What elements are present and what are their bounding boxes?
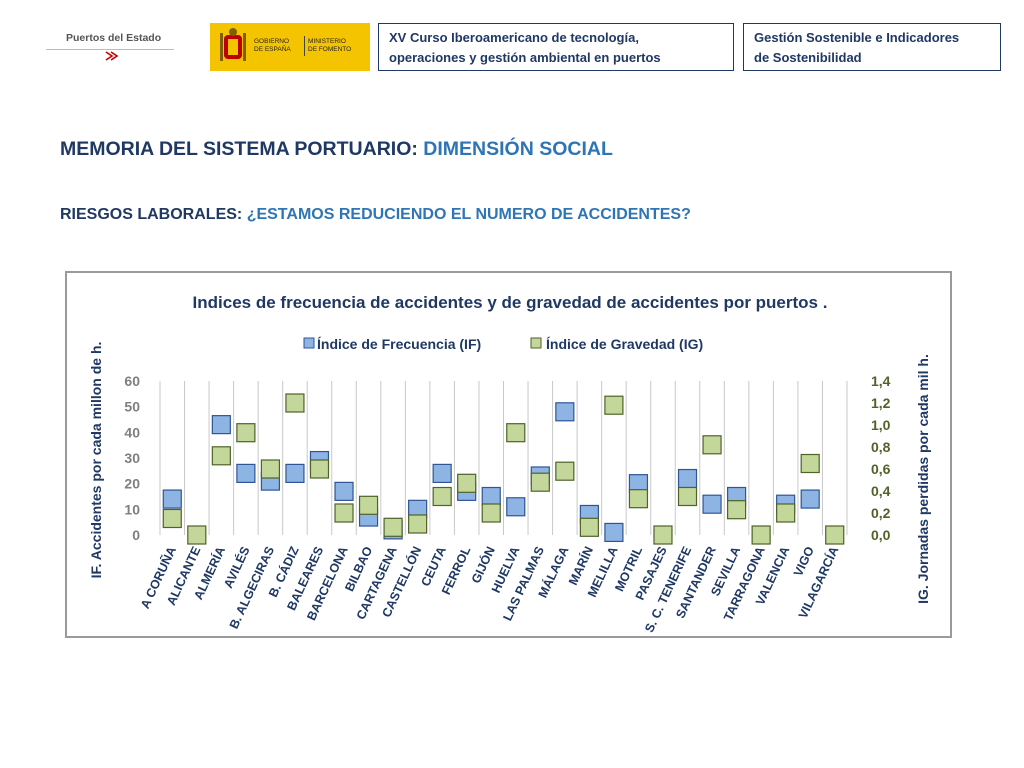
y-tick-right: 1,2 bbox=[871, 395, 891, 411]
if-marker bbox=[506, 497, 526, 517]
accident-index-chart: Indices de frecuencia de accidentes y de… bbox=[88, 293, 931, 635]
legend-if-swatch bbox=[303, 337, 315, 349]
ig-marker bbox=[334, 503, 354, 523]
if-marker bbox=[604, 522, 624, 543]
ig-marker bbox=[825, 525, 845, 545]
logo-text: Puertos del Estado bbox=[66, 32, 162, 44]
y-tick-right: 0,2 bbox=[871, 505, 891, 521]
y-axis-right-label: IG. Jornadas perdidas por cada mil h. bbox=[915, 354, 931, 604]
if-marker bbox=[432, 463, 452, 483]
ig-marker bbox=[383, 517, 403, 537]
y-tick-right: 1,0 bbox=[871, 417, 891, 433]
if-marker bbox=[677, 468, 698, 489]
ig-marker bbox=[260, 459, 281, 479]
ig-marker bbox=[776, 503, 796, 523]
if-marker bbox=[555, 402, 575, 422]
ig-marker bbox=[751, 525, 771, 545]
ig-marker bbox=[726, 500, 747, 520]
ministerio-text: MINISTERIO DE FOMENTO bbox=[308, 38, 352, 53]
legend-if-label: Índice de Frecuencia (IF) bbox=[317, 336, 481, 352]
gobierno-espana-logo: GOBIERNO DE ESPAÑA MINISTERIO DE FOMENTO bbox=[210, 23, 370, 71]
y-tick-right: 0,6 bbox=[871, 461, 891, 477]
y-tick-right: 0,0 bbox=[871, 527, 891, 543]
course-line-2: operaciones y gestión ambiental en puert… bbox=[389, 50, 661, 65]
page-subtitle-main: RIESGOS LABORALES: bbox=[60, 206, 247, 223]
if-marker bbox=[481, 486, 501, 507]
y-tick-left: 60 bbox=[124, 373, 140, 389]
topic-line-2: de Sostenibilidad bbox=[754, 50, 862, 65]
chart-frame: Indices de frecuencia de accidentes y de… bbox=[65, 271, 952, 638]
chart-ticks: 0 10 20 30 40 50 60 0,0 0,2 0,4 0,6 0,8 1,0 1,2 1,4 bbox=[124, 373, 890, 543]
ig-marker bbox=[211, 446, 231, 466]
chart-marks bbox=[162, 393, 845, 545]
chart-title: Indices de frecuencia de accidentes y de… bbox=[193, 293, 828, 312]
page-subtitle-question: ¿ESTAMOS REDUCIENDO EL NUMERO DE ACCIDEN… bbox=[246, 206, 691, 223]
ig-marker bbox=[555, 461, 575, 481]
ig-marker bbox=[506, 423, 526, 443]
course-title-box: XV Curso Iberoamericano de tecnología, o… bbox=[378, 23, 734, 71]
logo-separator bbox=[304, 36, 305, 56]
if-marker bbox=[334, 481, 354, 501]
y-tick-right: 1,4 bbox=[871, 373, 891, 389]
ig-marker bbox=[408, 514, 428, 534]
wave-icon bbox=[105, 51, 119, 61]
ig-marker bbox=[162, 508, 182, 529]
y-tick-right: 0,8 bbox=[871, 439, 891, 455]
ig-marker bbox=[677, 486, 698, 507]
y-tick-left: 10 bbox=[124, 501, 140, 517]
ig-marker bbox=[285, 393, 305, 413]
ig-marker bbox=[579, 517, 599, 537]
topic-line-1: Gestión Sostenible e Indicadores bbox=[754, 30, 960, 45]
ig-marker bbox=[628, 489, 649, 509]
page-subtitle: RIESGOS LABORALES: ¿ESTAMOS REDUCIENDO E… bbox=[60, 206, 691, 224]
ig-marker bbox=[800, 453, 820, 474]
ig-marker bbox=[604, 395, 624, 415]
logo-divider bbox=[46, 49, 174, 50]
y-tick-left: 20 bbox=[124, 476, 140, 492]
page-title-main: MEMORIA DEL SISTEMA PORTUARIO: bbox=[60, 138, 424, 160]
topic-box: Gestión Sostenible e Indicadores de Sost… bbox=[743, 23, 1001, 71]
course-line-1: XV Curso Iberoamericano de tecnología, bbox=[389, 30, 639, 45]
ig-marker bbox=[481, 503, 501, 523]
puertos-del-estado-logo: Puertos del Estado bbox=[46, 28, 174, 68]
y-tick-left: 30 bbox=[124, 450, 140, 466]
legend-ig-label: Índice de Gravedad (IG) bbox=[546, 336, 703, 352]
coat-of-arms-icon bbox=[220, 28, 246, 61]
chart-legend: Índice de Frecuencia (IF) Índice de Grav… bbox=[303, 336, 703, 352]
ig-marker bbox=[432, 486, 452, 507]
y-tick-left: 40 bbox=[124, 424, 140, 440]
if-marker bbox=[236, 463, 256, 483]
gobierno-text: GOBIERNO DE ESPAÑA bbox=[254, 38, 291, 53]
chart-grid bbox=[159, 381, 848, 535]
page-title-highlight: DIMENSIÓN SOCIAL bbox=[423, 138, 613, 160]
y-axis-left-label: IF. Accidentes por cada millon de h. bbox=[88, 342, 104, 579]
legend-ig-swatch bbox=[530, 337, 542, 349]
ig-marker bbox=[187, 525, 207, 545]
y-tick-left: 0 bbox=[132, 527, 140, 543]
x-tick-label: VIGO bbox=[791, 544, 817, 578]
if-marker bbox=[211, 415, 231, 435]
page-title: MEMORIA DEL SISTEMA PORTUARIO: DIMENSIÓN… bbox=[60, 138, 613, 161]
if-marker bbox=[800, 489, 820, 509]
ig-marker bbox=[457, 473, 477, 493]
ig-marker bbox=[309, 459, 330, 479]
if-marker bbox=[702, 494, 722, 514]
ig-marker bbox=[702, 435, 722, 455]
ig-marker bbox=[236, 423, 256, 443]
ig-marker bbox=[653, 525, 673, 545]
if-marker bbox=[285, 463, 305, 483]
y-tick-right: 0,4 bbox=[871, 483, 891, 499]
y-tick-left: 50 bbox=[124, 399, 140, 415]
ig-marker bbox=[530, 472, 550, 492]
if-marker bbox=[162, 489, 182, 509]
ig-marker bbox=[358, 495, 379, 515]
